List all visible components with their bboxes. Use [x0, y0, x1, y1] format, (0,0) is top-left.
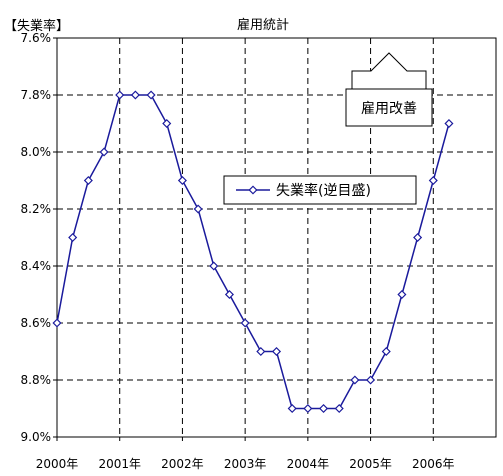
data-point — [115, 90, 125, 100]
data-point — [99, 147, 109, 157]
x-tick-label: 2001年 — [98, 457, 141, 471]
data-point — [413, 232, 423, 243]
data-point — [256, 346, 266, 357]
data-point — [303, 403, 313, 414]
x-axis: 2000年 2001年 2002年 2003年 2004年 2005年 2006年 — [36, 437, 455, 471]
y-tick-label: 9.0% — [21, 430, 52, 444]
data-point — [444, 118, 454, 129]
x-tick-label: 2005年 — [349, 457, 392, 471]
y-axis: 7.6% 7.8% 8.0% 8.2% 8.4% 8.6% 8.8% 9.0% — [21, 31, 57, 444]
grid — [57, 38, 496, 437]
y-tick-label: 8.4% — [21, 259, 52, 273]
data-point — [162, 118, 172, 129]
data-point — [83, 175, 93, 186]
data-point — [209, 261, 219, 271]
data-point — [271, 346, 282, 357]
annotation-label: 雇用改善 — [361, 100, 417, 117]
x-tick-label: 2000年 — [36, 457, 79, 471]
legend-marker — [248, 185, 258, 195]
data-point — [287, 403, 297, 414]
x-tick-label: 2004年 — [287, 457, 330, 471]
series — [52, 90, 454, 414]
y-tick-label: 8.6% — [21, 316, 52, 330]
annotation: 雇用改善 — [345, 52, 433, 127]
y-tick-label: 7.6% — [21, 31, 52, 45]
y-tick-label: 7.8% — [21, 88, 52, 102]
data-point — [224, 289, 234, 300]
x-tick-label: 2002年 — [161, 457, 204, 471]
data-point — [350, 375, 360, 385]
data-point — [177, 175, 187, 186]
annotation-box — [345, 88, 433, 127]
x-tick-label: 2003年 — [224, 457, 267, 471]
legend-label: 失業率(逆目盛) — [276, 182, 371, 199]
series-line — [56, 94, 450, 410]
data-point — [366, 375, 376, 385]
data-point — [130, 90, 140, 100]
data-point — [193, 204, 203, 214]
up-arrow-icon — [351, 52, 427, 90]
chart-title: 雇用統計 — [237, 17, 289, 33]
data-point — [334, 403, 344, 414]
data-point — [146, 90, 156, 100]
y-tick-label: 8.8% — [21, 373, 52, 387]
data-point — [319, 403, 329, 414]
data-point — [240, 318, 250, 328]
x-tick-label: 2006年 — [412, 457, 455, 471]
data-point — [52, 318, 62, 328]
y-axis-label: 【失業率】 — [4, 18, 69, 34]
data-point — [428, 175, 438, 186]
legend: 失業率(逆目盛) — [223, 175, 417, 205]
y-tick-label: 8.2% — [21, 202, 52, 216]
plot-frame — [56, 37, 497, 438]
y-tick-label: 8.0% — [21, 145, 52, 159]
data-point — [397, 289, 407, 300]
data-point — [381, 346, 391, 357]
data-point — [68, 232, 78, 243]
